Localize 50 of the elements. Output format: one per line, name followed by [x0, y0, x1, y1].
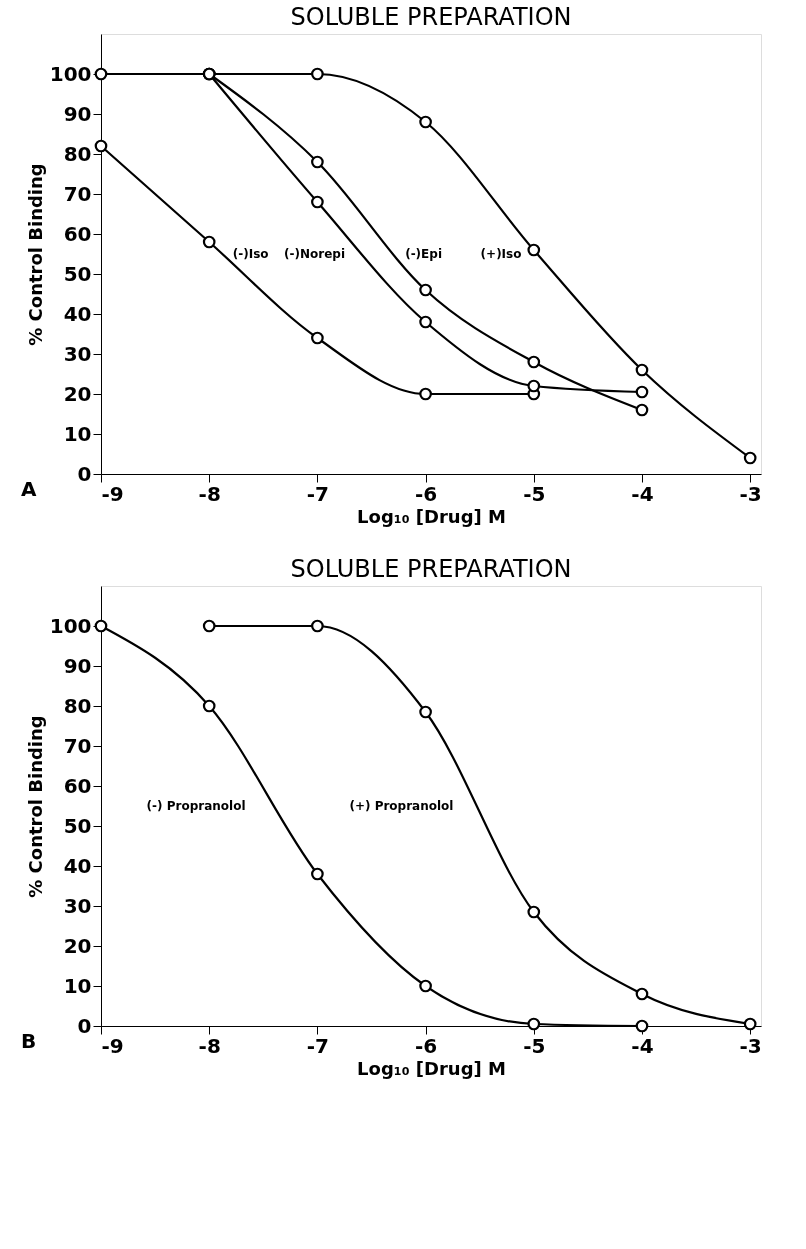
y-tick-label: 70 — [63, 733, 92, 758]
text: A — [21, 477, 37, 501]
series-label: (+) Propranolol — [349, 799, 454, 813]
y-tick-label: 20 — [63, 933, 92, 958]
x-tick-label: -9 — [101, 1033, 124, 1058]
y-tick-label: 90 — [63, 653, 92, 678]
series-label: (-)Norepi — [284, 247, 346, 261]
chart-title: SOLUBLE PREPARATION — [290, 555, 572, 583]
y-tick-label: 90 — [63, 101, 92, 126]
x-tick-label: -7 — [306, 481, 329, 506]
y-tick-label: 40 — [63, 301, 92, 326]
x-tick-label: -5 — [523, 481, 546, 506]
y-tick-label: 30 — [63, 893, 92, 918]
x-tick-label: -9 — [101, 481, 124, 506]
x-tick-label: -5 — [523, 1033, 546, 1058]
x-axis-title: Log₁₀ [Drug] M — [357, 1057, 506, 1079]
x-tick-label: -6 — [414, 481, 438, 506]
y-tick-label: 50 — [63, 813, 92, 838]
x-tick-label: -4 — [631, 481, 654, 506]
x-tick-label: -8 — [198, 1033, 221, 1058]
x-tick-label: -3 — [739, 481, 762, 506]
y-tick-label: 80 — [63, 693, 92, 718]
series-label: (+)Iso — [480, 247, 522, 261]
x-tick-label: -8 — [198, 481, 221, 506]
y-tick-label: 30 — [63, 341, 92, 366]
y-tick-label: 60 — [63, 221, 92, 246]
y-tick-label: 60 — [63, 773, 92, 798]
x-tick-label: -6 — [414, 1033, 438, 1058]
y-tick-label: 50 — [63, 261, 92, 286]
y-axis-title: % Control Binding — [24, 163, 46, 346]
y-tick-label: 100 — [49, 613, 92, 638]
y-tick-label: 0 — [77, 1013, 92, 1038]
series-label: (-)Iso — [232, 247, 269, 261]
x-tick-label: -3 — [739, 1033, 762, 1058]
y-axis-title: % Control Binding — [24, 715, 46, 898]
y-tick-label: 70 — [63, 181, 92, 206]
y-tick-label: 10 — [63, 973, 92, 998]
x-tick-label: -7 — [306, 1033, 329, 1058]
text: B — [21, 1029, 37, 1053]
y-tick-label: 10 — [63, 421, 92, 446]
y-tick-label: 100 — [49, 61, 92, 86]
x-tick-label: -4 — [631, 1033, 654, 1058]
series-label: (-)Epi — [405, 247, 443, 261]
y-tick-label: 40 — [63, 853, 92, 878]
y-tick-label: 0 — [77, 461, 92, 486]
series-label: (-) Propranolol — [146, 799, 246, 813]
y-tick-label: 80 — [63, 141, 92, 166]
x-axis-title: Log₁₀ [Drug] M — [357, 505, 506, 527]
y-tick-label: 20 — [63, 381, 92, 406]
chart-title: SOLUBLE PREPARATION — [290, 3, 572, 31]
